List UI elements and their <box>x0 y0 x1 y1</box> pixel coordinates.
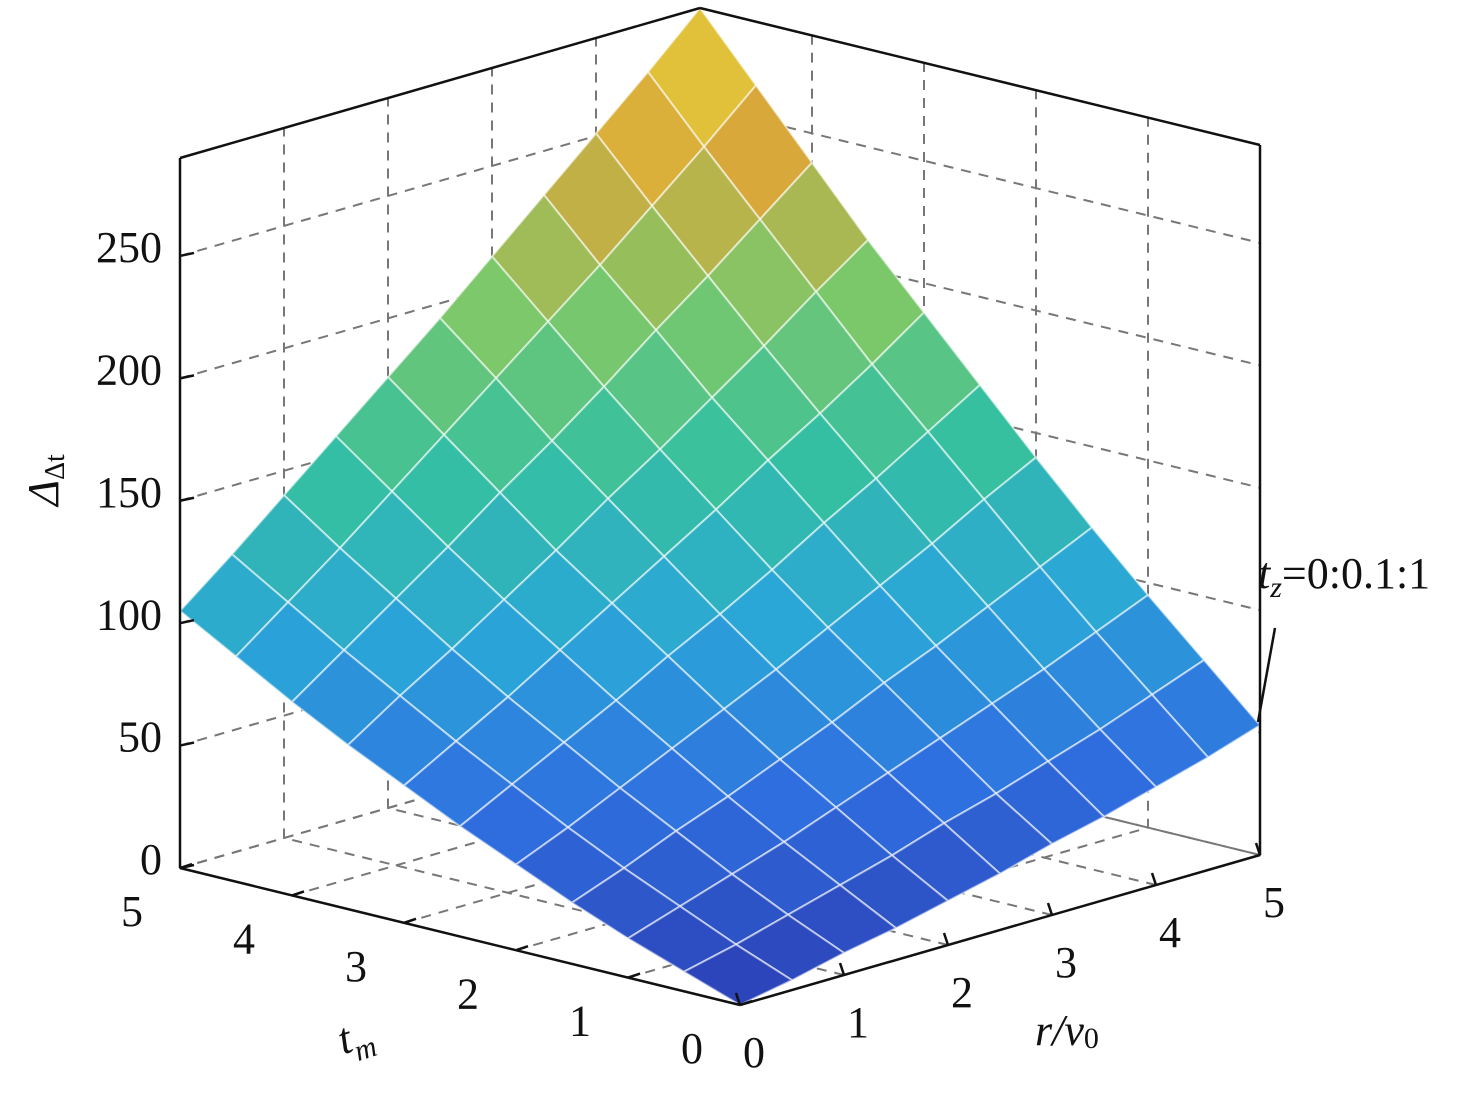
x-label-text: r/v <box>1035 1006 1084 1055</box>
z-axis-label: ΔΔt <box>19 454 71 508</box>
z-tick <box>179 496 195 502</box>
z-label-sub: Δt <box>40 454 71 480</box>
z-tick <box>179 618 195 625</box>
z-tick-label: 100 <box>96 590 162 639</box>
x-tick-label: 2 <box>951 968 973 1017</box>
y-tick <box>403 917 417 924</box>
x-tick <box>942 932 950 946</box>
y-tick <box>739 999 753 1007</box>
z-tick-label: 250 <box>96 223 162 272</box>
z-tick-label: 0 <box>140 835 162 884</box>
annotation-var: t <box>1258 549 1272 598</box>
x-tick <box>1046 902 1054 916</box>
z-tick-label: 50 <box>118 713 162 762</box>
y-tick <box>179 862 193 870</box>
annotation-text: =0:0.1:1 <box>1282 549 1430 598</box>
y-tick-label: 3 <box>345 942 367 991</box>
y-tick-label: 4 <box>233 914 255 963</box>
x-tick-label: 0 <box>743 1028 765 1077</box>
z-tick-label: 200 <box>96 345 162 394</box>
y-label-sub: m <box>350 1030 381 1068</box>
y-axis-label: tm <box>331 1007 381 1071</box>
x-tick-label: 1 <box>847 998 869 1047</box>
z-tick <box>179 374 195 380</box>
annotation-leader <box>1256 627 1277 723</box>
axis-line <box>699 6 1261 147</box>
y-tick-label: 1 <box>569 997 591 1046</box>
surface-patch <box>681 943 795 1007</box>
x-tick-label: 3 <box>1055 938 1077 987</box>
z-tick <box>179 741 195 747</box>
z-tick-label: 150 <box>96 468 162 517</box>
z-tick <box>179 251 195 258</box>
x-tick <box>1150 872 1158 886</box>
y-tick-label: 2 <box>457 969 479 1018</box>
y-tick-label: 5 <box>121 887 143 936</box>
y-tick <box>291 890 305 897</box>
annotation: tz=0:0.1:1 <box>1258 549 1430 604</box>
y-tick <box>627 972 641 979</box>
surface <box>178 6 1262 1007</box>
axis-line <box>739 853 1261 1007</box>
x-label-sub: 0 <box>1084 1022 1099 1055</box>
axis-line <box>179 866 741 1007</box>
annotation-sub: z <box>1269 571 1282 604</box>
x-axis-label: r/v0 <box>1035 1006 1099 1055</box>
x-tick <box>838 962 846 976</box>
y-tick-label: 0 <box>681 1024 703 1073</box>
z-label-symbol: Δ <box>19 480 68 508</box>
axis-line <box>179 6 701 160</box>
x-tick <box>1254 842 1262 856</box>
y-tick <box>515 945 529 952</box>
x-tick-label: 5 <box>1263 878 1285 927</box>
x-tick <box>734 992 742 1006</box>
x-tick-label: 4 <box>1159 908 1181 957</box>
